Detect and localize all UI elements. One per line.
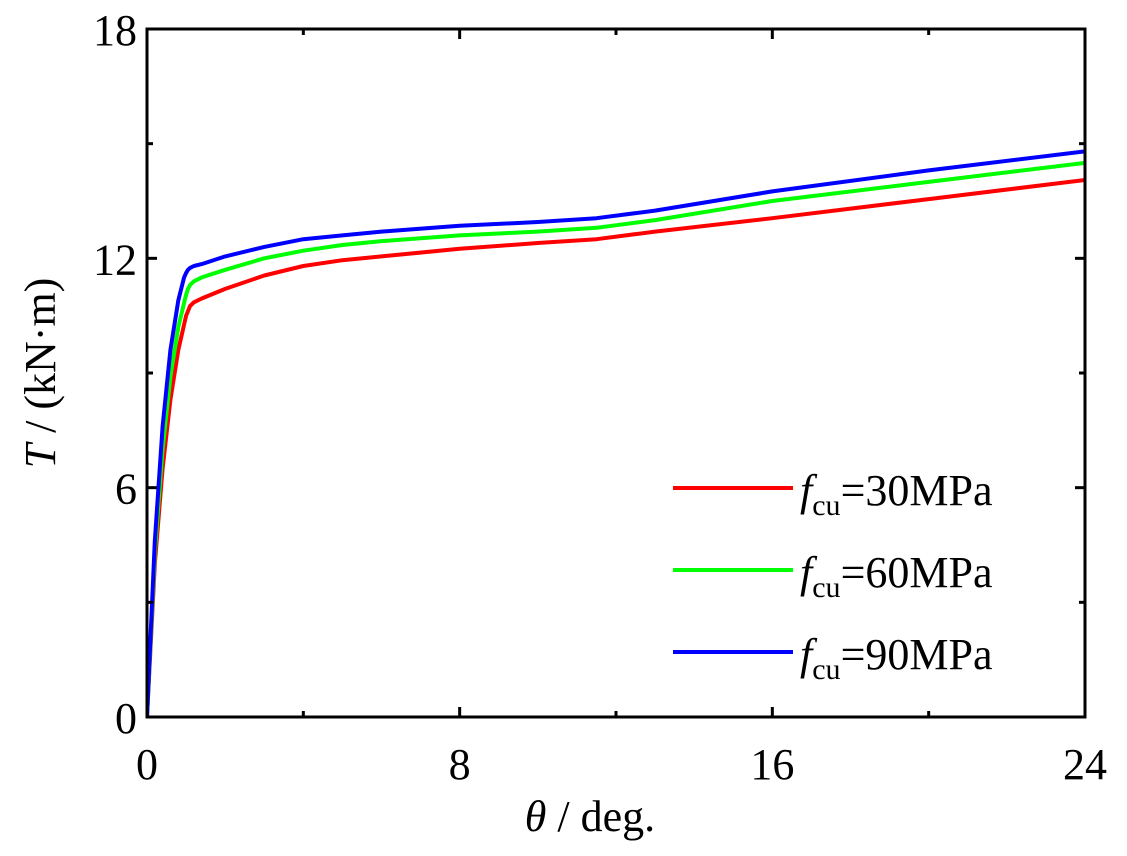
series-line-1 xyxy=(147,160,1085,717)
x-tick-label: 0 xyxy=(136,740,158,789)
x-axis-label-symbol: θ xyxy=(525,792,547,841)
x-axis-label-unit: / deg. xyxy=(546,792,655,841)
plot-frame xyxy=(145,27,1087,719)
x-axis-label: θ / deg. xyxy=(525,792,655,841)
y-tick-label: 18 xyxy=(93,6,137,55)
series-line-0 xyxy=(147,178,1085,717)
legend-label-2: fcu=90MPa xyxy=(800,630,993,686)
x-tick-label: 8 xyxy=(449,740,471,789)
x-tick-label: 24 xyxy=(1063,740,1107,789)
legend-label-1: fcu=60MPa xyxy=(800,548,993,604)
series-line-2 xyxy=(147,149,1085,717)
ticks-layer: 0 8 16 24 0 6 12 18 xyxy=(93,6,1107,789)
series-layer xyxy=(147,149,1085,717)
y-axis-label-symbol: T xyxy=(16,440,65,468)
y-axis-label: T / (kN·m) xyxy=(16,278,65,469)
x-tick-label: 16 xyxy=(750,740,794,789)
y-tick-label: 12 xyxy=(93,235,137,284)
y-tick-label: 6 xyxy=(115,465,137,514)
legend: fcu=30MPa fcu=60MPa fcu=90MPa xyxy=(673,466,993,686)
legend-label-0: fcu=30MPa xyxy=(800,466,993,522)
y-axis-label-unit: / (kN·m) xyxy=(16,278,65,444)
y-tick-label: 0 xyxy=(115,694,137,743)
